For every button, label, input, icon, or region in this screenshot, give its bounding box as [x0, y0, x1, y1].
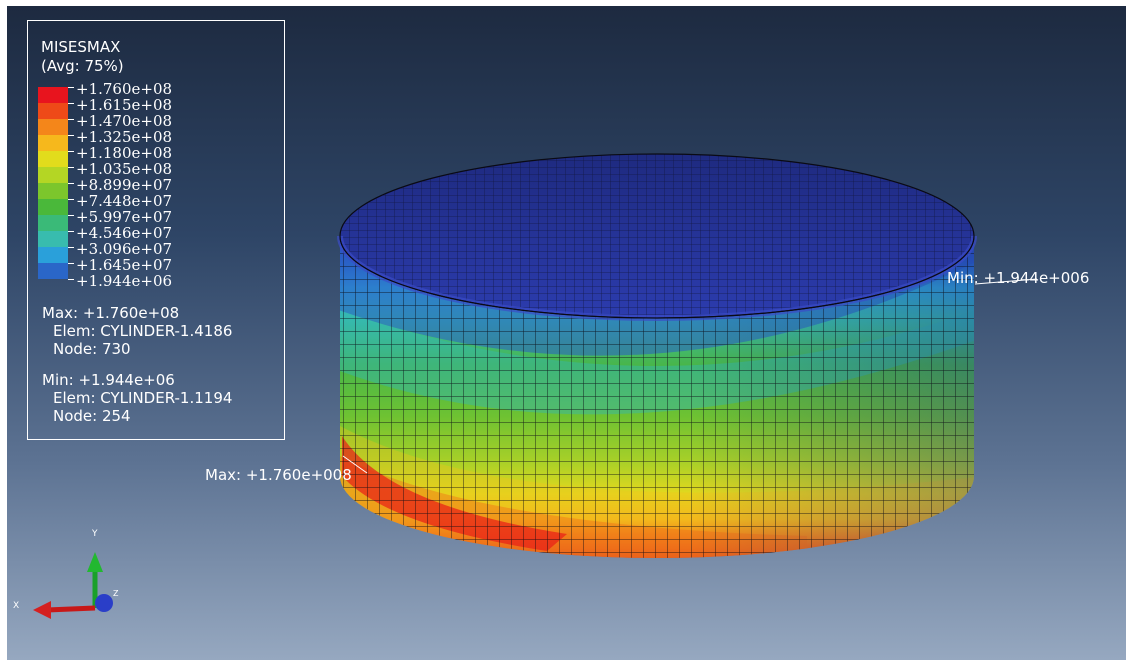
legend-subtitle: (Avg: 75%): [41, 57, 124, 75]
legend-swatch: [38, 215, 68, 231]
legend-tick: [68, 231, 74, 232]
legend-tick: [68, 87, 74, 88]
legend-swatch: [38, 183, 68, 199]
legend-tick: [68, 183, 74, 184]
view-triad: Y X Z: [13, 529, 119, 619]
legend-tick: [68, 263, 74, 264]
legend-tick: [68, 103, 74, 104]
legend-level-value: +1.470e+08: [76, 112, 173, 130]
legend-tick: [68, 247, 74, 248]
min-probe-label: Min: +1.944e+006: [947, 269, 1090, 287]
legend-tick: [68, 135, 74, 136]
legend-tick: [68, 119, 74, 120]
legend-swatch: [38, 247, 68, 263]
legend-level-value: +1.325e+08: [76, 128, 173, 146]
legend-level-value: +1.615e+08: [76, 96, 173, 114]
legend-level-value: +4.546e+07: [76, 224, 173, 242]
x-axis-arrow-icon: [33, 601, 51, 619]
legend-level-value: +1.035e+08: [76, 160, 173, 178]
legend-swatch: [38, 87, 68, 103]
legend-max-element: Elem: CYLINDER-1.4186: [53, 322, 233, 340]
legend-level-value: +1.944e+06: [76, 272, 173, 290]
min-probe-leader: [974, 278, 1038, 285]
legend-color-bar: [38, 87, 74, 281]
legend-tick: [68, 279, 74, 280]
triad-y-label: Y: [91, 529, 98, 539]
legend-tick: [68, 199, 74, 200]
legend-swatch: [38, 263, 68, 279]
legend-max-value: Max: +1.760e+08: [42, 304, 180, 322]
legend-level-value: +1.645e+07: [76, 256, 173, 274]
legend-level-value: +5.997e+07: [76, 208, 173, 226]
y-axis-arrow-icon: [87, 552, 103, 572]
cylinder-model[interactable]: [7, 6, 1126, 660]
max-probe-label: Max: +1.760e+008: [205, 466, 352, 484]
z-axis-icon: [95, 594, 113, 612]
legend-swatch: [38, 135, 68, 151]
legend-min-node: Node: 254: [53, 407, 131, 425]
triad-x-label: X: [13, 601, 19, 611]
legend-title: MISESMAX: [41, 38, 121, 56]
legend-level-value: +8.899e+07: [76, 176, 173, 194]
legend-swatch: [38, 199, 68, 215]
model-viewport[interactable]: Min: +1.944e+006 Max: +1.760e+008 MISESM…: [7, 6, 1126, 660]
legend-max-node: Node: 730: [53, 340, 131, 358]
legend-tick: [68, 167, 74, 168]
max-probe-leader: [342, 455, 368, 474]
legend-swatch: [38, 119, 68, 135]
legend-tick: [68, 151, 74, 152]
legend-swatch: [38, 167, 68, 183]
legend-level-value: +3.096e+07: [76, 240, 173, 258]
legend-swatch: [38, 151, 68, 167]
triad-z-label: Z: [113, 589, 119, 598]
legend-min-element: Elem: CYLINDER-1.1194: [53, 389, 233, 407]
legend-tick: [68, 215, 74, 216]
legend-min-value: Min: +1.944e+06: [42, 371, 175, 389]
legend-swatch: [38, 103, 68, 119]
legend-level-value: +1.760e+08: [76, 80, 173, 98]
legend-level-value: +7.448e+07: [76, 192, 173, 210]
legend-level-value: +1.180e+08: [76, 144, 173, 162]
contour-legend[interactable]: MISESMAX (Avg: 75%) +1.760e+08 +1.615e+08…: [27, 20, 285, 440]
legend-swatch: [38, 231, 68, 247]
